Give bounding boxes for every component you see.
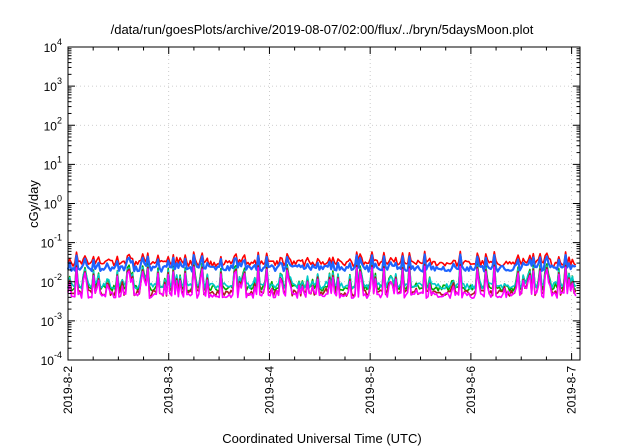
- grid: [68, 47, 580, 360]
- y-tick-labels: 10-4 10-3 10-2 10-1 100 101 102 103 104: [41, 37, 62, 368]
- y-tick-label: 10-2: [41, 272, 62, 290]
- x-tick-label: 2019-8-2: [61, 366, 75, 414]
- x-tick-label: 2019-8-6: [464, 366, 478, 414]
- y-axis-label: cGy/day: [26, 180, 41, 228]
- y-tick-label: 100: [44, 194, 62, 212]
- y-tick-label: 103: [44, 76, 62, 94]
- y-tick-label: 104: [44, 37, 62, 55]
- axis-ticks: [67, 46, 580, 361]
- chart-title: /data/run/goesPlots/archive/2019-08-07/0…: [111, 22, 534, 37]
- x-tick-label: 2019-8-5: [363, 366, 377, 414]
- series-line: [66, 253, 577, 273]
- y-tick-label: 10-1: [41, 233, 62, 251]
- y-tick-label: 102: [44, 115, 62, 133]
- y-tick-label: 101: [44, 154, 62, 172]
- x-tick-label: 2019-8-4: [262, 366, 276, 414]
- y-tick-label: 10-4: [41, 350, 62, 368]
- series-line: [67, 262, 577, 290]
- x-tick-labels: 2019-8-2 2019-8-3 2019-8-4 2019-8-5 2019-8-6…: [61, 366, 579, 414]
- series-line: [67, 263, 577, 297]
- y-tick-label: 10-3: [41, 311, 62, 329]
- x-tick-label: 2019-8-3: [162, 366, 176, 414]
- series-layer: [66, 250, 577, 299]
- series-line: [67, 250, 577, 268]
- series-line: [67, 265, 577, 299]
- x-tick-label: 2019-8-7: [565, 366, 579, 414]
- x-axis-label: Coordinated Universal Time (UTC): [222, 431, 421, 446]
